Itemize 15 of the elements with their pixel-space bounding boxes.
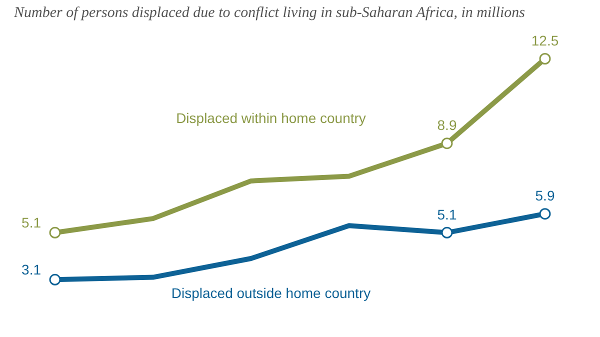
text: Displaced within home country (176, 110, 366, 126)
point (49, 226, 61, 238)
point (441, 138, 453, 150)
data-label: 5.1 (22, 214, 42, 231)
data-label: 3.1 (22, 262, 42, 278)
chart-subtitle: Number of persons displaced due to conflict living in sub-Saharan Africa, in millions (13, 4, 526, 22)
data-label: 12.5 (531, 32, 559, 49)
point (539, 208, 551, 220)
point (539, 53, 551, 64)
point (49, 274, 61, 286)
point (441, 226, 453, 238)
data-label: 5.1 (437, 206, 457, 223)
data-label: 8.9 (437, 117, 457, 134)
series-label: Displaced outside home country (171, 285, 371, 302)
data-label: 5.9 (535, 188, 555, 204)
